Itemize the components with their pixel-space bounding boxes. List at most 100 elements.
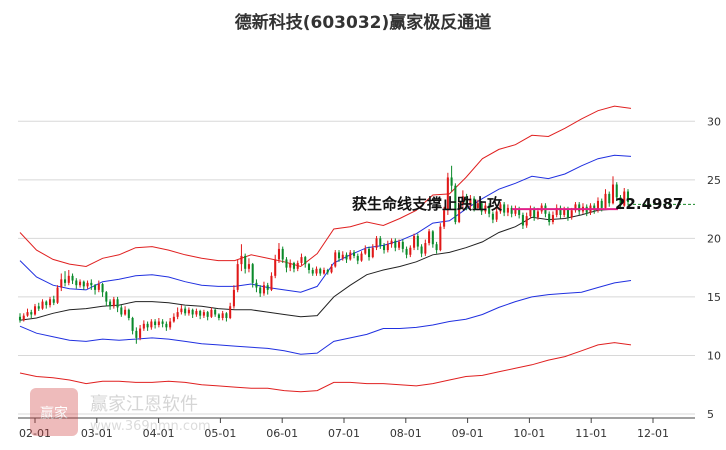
candle-body [274,259,277,276]
candle-body [244,255,247,269]
candle-body [574,204,577,211]
candle-body [405,248,408,255]
candle-body [94,285,97,290]
candle-body [251,264,254,283]
candle-body [105,292,108,302]
candle-body [443,210,446,227]
candlesticks [18,165,630,344]
candle-body [18,316,22,321]
annotation-value: 22.4987 [615,195,683,213]
candle-body [176,312,179,317]
candle-body [473,198,476,208]
candle-body [431,231,434,245]
candle-body [611,184,615,204]
candle-body [341,254,344,259]
candle-body [596,200,600,211]
candle-body [195,310,198,315]
x-tick-label: 02-01 [19,427,51,440]
candle-body [536,211,539,218]
candle-body [41,301,44,309]
y-tick-label: 10 [707,349,721,362]
candle-body [461,196,464,205]
channel-lower-line [19,342,632,393]
chart-title: 德新科技(603032)赢家极反通道 [234,13,492,33]
candle-body [484,205,487,212]
watermark-logo [30,388,78,436]
candle-body [566,209,569,218]
candle-body [394,240,397,248]
candle-body [60,279,63,288]
candle-body [551,214,554,222]
candle-body [600,200,603,208]
candle-body [495,211,498,220]
candle-body [127,309,130,318]
channel-lines [19,105,632,393]
candle-body [420,246,423,254]
candle-body [518,209,521,215]
candle-body [326,269,329,273]
watermark-text: 赢家江恩软件 [90,393,198,415]
candle-body [165,323,168,328]
candle-body [428,231,431,244]
candle-body [514,209,517,214]
candle-body [563,209,566,215]
candle-body [221,313,224,318]
candle-body [206,312,209,317]
candle-body [476,203,479,208]
candle-body [409,247,412,255]
candle-body [187,309,190,314]
candle-body [439,226,442,251]
candle-body [454,185,457,222]
candle-body [300,257,303,263]
candle-body [379,238,382,246]
candle-body [285,259,288,268]
candle-body [225,313,228,318]
candle-body [266,285,269,290]
candle-body [64,279,67,283]
candle-body [22,315,25,321]
candle-body [75,280,78,286]
candle-body [157,321,160,326]
x-tick-label: 04-01 [143,427,175,440]
candle-body [97,284,100,290]
candle-body [319,268,322,274]
candle-body [120,307,123,315]
candle-body [337,252,341,259]
candle-body [202,312,205,316]
candle-body [112,299,115,307]
candle-body [191,309,194,315]
candle-body [139,328,142,338]
candle-body [465,196,468,206]
candle-body [184,308,187,314]
candle-body [458,204,461,222]
candle-body [109,301,112,307]
candle-body [217,314,220,318]
candle-body [214,309,217,315]
candle-body [67,275,70,283]
y-tick-label: 5 [707,408,714,421]
x-tick-label: 03-01 [81,427,113,440]
watermark-logo-text: 赢家 [40,405,68,422]
candle-body [593,205,596,211]
candle-body [169,321,172,328]
candle-body [315,268,318,274]
y-tick-label: 15 [707,291,721,304]
candle-body [375,238,378,248]
candle-body [124,309,127,315]
candle-body [229,306,232,318]
candle-body [296,262,299,269]
annotation-text: 获生命线支撑止跌止攻 [352,195,503,213]
y-tick-label: 25 [707,174,721,187]
candle-body [356,255,359,261]
candle-body [281,248,284,260]
x-tick-label: 07-01 [328,427,360,440]
y-tick-label: 20 [707,232,721,245]
candle-body [86,282,89,287]
candle-body [37,306,40,309]
x-tick-label: 08-01 [390,427,422,440]
grid [18,120,695,415]
candle-body [71,275,74,281]
candle-body [240,255,243,265]
candle-body [608,193,611,204]
